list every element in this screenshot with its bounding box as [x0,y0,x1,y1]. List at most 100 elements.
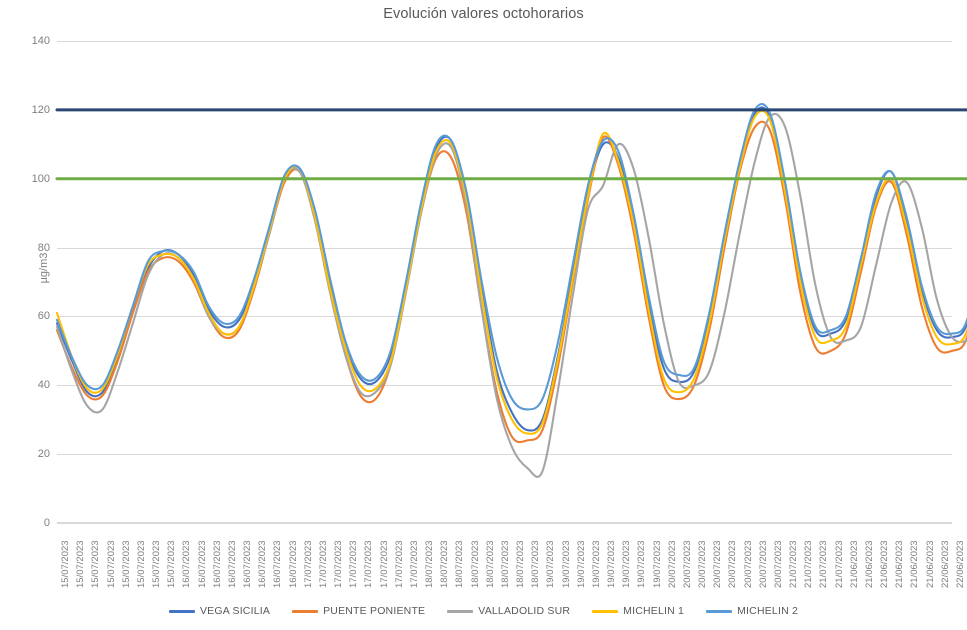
series-lines [55,103,967,478]
y-axis-tick-label: 140 [31,35,50,47]
x-axis-tick-label: 15/07/2023 [120,540,132,588]
x-axis-tick-label: 18/07/2023 [530,540,542,588]
x-axis-tick-label: 21/07/2023 [833,540,845,588]
x-axis-tick-label: 22/06/2023 [939,540,951,588]
x-axis-tick-label: 19/07/2023 [636,540,648,588]
legend-item[interactable]: MICHELIN 1 [592,605,684,617]
x-axis-tick-label: 16/07/2023 [257,540,269,588]
x-axis-tick-label: 21/06/2023 [924,540,936,588]
x-axis-tick-label: 17/07/2023 [363,540,375,588]
x-axis-tick-label: 21/07/2023 [803,540,815,588]
x-axis-tick-label: 17/07/2023 [333,540,345,588]
series-line-valladolid-sur [55,112,967,478]
legend-label: PUENTE PONIENTE [323,605,426,617]
y-axis-tick-label: 80 [37,241,50,254]
x-axis-tick-label: 16/07/2023 [196,540,208,588]
x-axis-tick-label: 17/07/2023 [408,540,420,588]
x-axis-tick-label: 16/07/2023 [181,540,193,588]
x-axis-tick-label: 15/07/2023 [151,540,163,588]
x-axis-tick-label: 16/07/2023 [242,540,254,588]
legend-swatch-icon [592,609,619,613]
legend-label: VALLADOLID SUR [478,605,571,617]
y-axis-tick-label: 60 [37,310,50,323]
x-axis-tick-label: 18/07/2023 [439,540,451,588]
series-line-michelin-1 [55,109,967,435]
chart-legend: VEGA SICILIA PUENTE PONIENTE VALLADOLID SU… [0,601,967,621]
x-axis-tick-label: 18/07/2023 [469,540,481,588]
x-axis-tick-label: 15/07/2023 [105,540,117,588]
gridline [57,41,952,42]
y-axis-tick-label: 20 [37,448,50,461]
legend-item[interactable]: VEGA SICILIA [168,605,271,617]
x-axis-tick-label: 17/07/2023 [317,540,329,588]
x-axis-tick-label: 19/07/2023 [560,540,572,588]
x-axis-tick-label: 21/07/2023 [818,540,830,588]
y-axis-tick-label: 0 [43,517,50,529]
x-axis-tick-label: 16/07/2023 [287,540,299,588]
x-axis-tick-label: 18/07/2023 [484,540,496,588]
y-axis-tick-label: 40 [37,379,50,392]
x-axis-tick-label: 15/07/2023 [90,540,102,588]
legend-label: VEGA SICILIA [199,605,271,617]
x-axis-tick-label: 20/07/2023 [681,540,693,588]
series-line-michelin-2 [55,103,967,411]
legend-item[interactable]: VALLADOLID SUR [447,605,570,617]
x-axis-tick-label: 17/07/2023 [378,540,390,588]
gridline [57,247,952,249]
x-axis-tick-label: 17/07/2023 [302,540,314,588]
x-axis-tick-label: 19/07/2023 [590,540,602,588]
legend-swatch-icon [447,609,474,613]
x-axis-tick-label: 18/07/2023 [515,540,527,588]
x-axis-tick-label: 21/06/2023 [863,540,875,588]
gridline [57,454,952,456]
x-axis-tick-label: 15/07/2023 [135,540,147,588]
gridline [57,385,952,387]
x-axis-tick-label: 15/07/2023 [75,540,87,588]
x-axis-tick-label: 16/07/2023 [272,540,284,588]
legend-swatch-icon [168,609,195,613]
plot-area [55,41,967,524]
x-axis-tick-label: 15/07/2023 [166,540,178,588]
x-axis-tick-label: 18/07/2023 [499,540,511,588]
x-axis-tick-label: 16/07/2023 [226,540,238,588]
x-axis-tick-label: 19/07/2023 [606,540,618,588]
x-axis-tick-labels: 15/07/2023 15/07/2023 15/07/2023 15/07/2023… [57,524,966,594]
x-axis-tick-label: 18/07/2023 [454,540,466,588]
x-axis-tick-label: 17/07/2023 [393,540,405,588]
x-axis-tick-label: 19/07/2023 [545,540,557,588]
x-axis-tick-label: 21/07/2023 [788,540,800,588]
legend-item[interactable]: MICHELIN 2 [706,605,798,617]
x-axis-tick-label: 21/06/2023 [894,540,906,588]
gridline [57,316,952,318]
y-axis-tick-label: 100 [31,172,50,185]
x-axis-tick-label: 18/07/2023 [424,540,436,588]
legend-label: MICHELIN 2 [737,605,799,617]
x-axis-tick-label: 15/07/2023 [60,540,71,588]
x-axis-tick-label: 20/07/2023 [772,540,784,588]
x-axis-tick-label: 20/07/2023 [697,540,709,588]
x-axis-tick-label: 20/07/2023 [757,540,769,588]
x-axis-tick-label: 21/06/2023 [848,540,860,588]
legend-label: MICHELIN 1 [623,605,685,617]
legend-swatch-icon [292,609,319,613]
x-axis-tick-label: 20/07/2023 [742,540,754,588]
x-axis-tick-label: 20/07/2023 [727,540,739,588]
chart-title: Evolución valores octohorarios [383,6,584,22]
legend-swatch-icon [706,609,733,613]
x-axis-tick-label: 17/07/2023 [348,540,360,588]
x-axis-tick-label: 21/06/2023 [909,540,921,588]
x-axis-tick-label: 20/07/2023 [666,540,678,588]
series-line-vega-sicilia [55,106,967,432]
legend-item[interactable]: PUENTE PONIENTE [292,605,425,617]
y-axis-tick-label: 120 [31,103,50,116]
x-axis-tick-label: 20/07/2023 [712,540,724,588]
x-axis-tick-label: 19/07/2023 [621,540,633,588]
series-line-puente-poniente [55,120,967,444]
x-axis-tick-label: 19/07/2023 [575,540,587,588]
x-axis-line [57,522,952,523]
x-axis-tick-label: 22/06/2023 [955,540,966,588]
y-axis-tick-labels: 0 20 40 60 80 100 120 140 [6,0,50,630]
x-axis-tick-label: 19/07/2023 [651,540,663,588]
x-axis-tick-label: 21/06/2023 [879,540,891,588]
